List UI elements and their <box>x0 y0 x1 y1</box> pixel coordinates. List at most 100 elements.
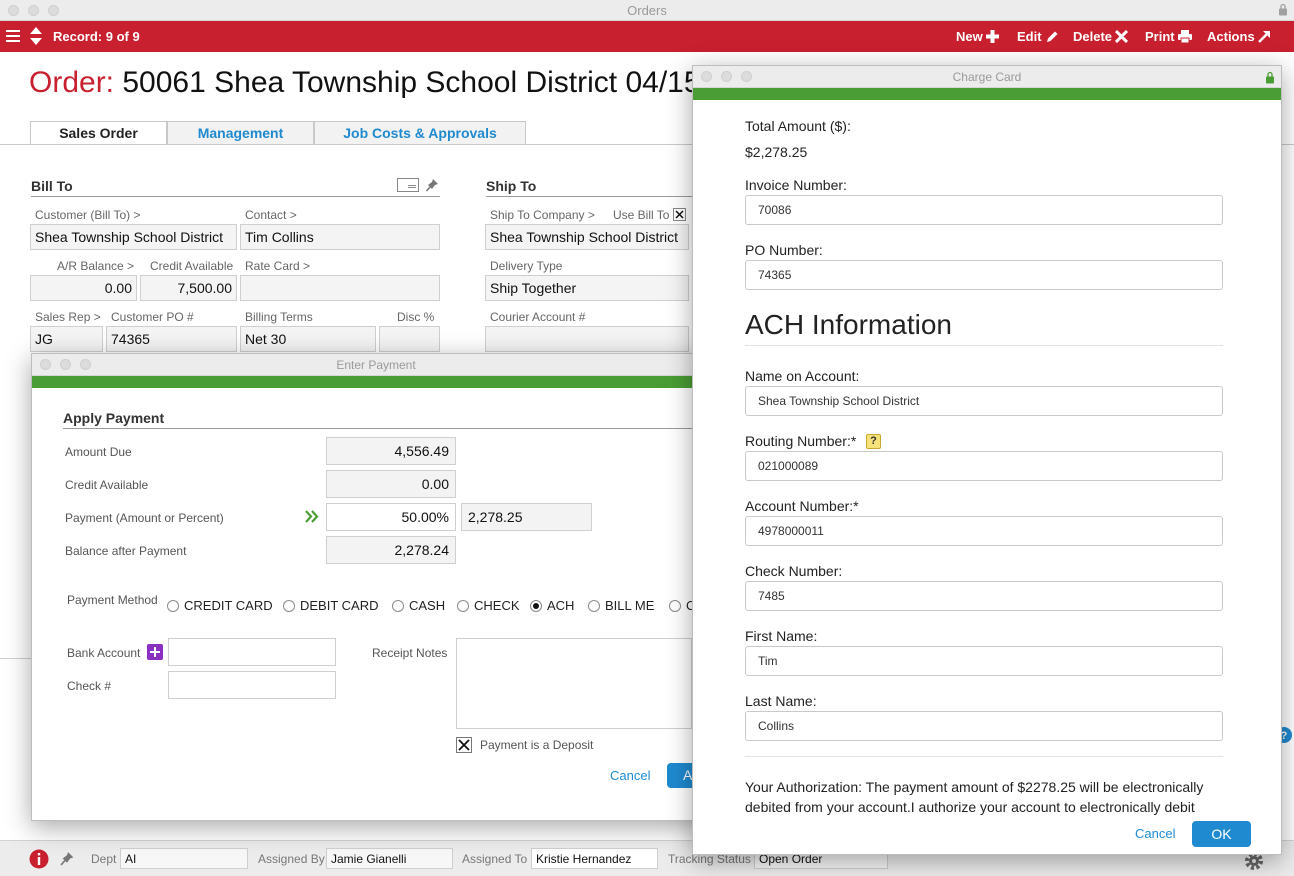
contact-label[interactable]: Contact > <box>245 208 297 222</box>
enter-payment-dialog: Enter Payment <box>31 353 721 821</box>
invoice-number-input[interactable]: 70086 <box>745 195 1223 225</box>
charge-card-accent-bar <box>693 88 1281 100</box>
method-credit-card-radio[interactable]: CREDIT CARD <box>167 598 273 613</box>
authorization-text-line-1: Your Authorization: The payment amount o… <box>745 779 1204 795</box>
pin-icon[interactable] <box>60 851 75 866</box>
actions-button[interactable]: Actions <box>1207 29 1271 44</box>
customer-label[interactable]: Customer (Bill To) > <box>35 208 141 222</box>
tracking-status-label: Tracking Status <box>668 852 751 866</box>
total-amount-label: Total Amount ($): <box>745 118 851 134</box>
deposit-checkbox[interactable] <box>456 737 472 753</box>
ship-to-company-label[interactable]: Ship To Company > <box>490 208 595 222</box>
assigned-by-field[interactable]: Jamie Gianelli <box>326 848 453 869</box>
print-button[interactable]: Print <box>1145 29 1192 44</box>
ship-to-divider <box>486 196 692 197</box>
method-check-radio[interactable]: CHECK <box>457 598 520 613</box>
radio-label: CHECK <box>474 598 520 613</box>
routing-help-icon[interactable]: ? <box>866 434 881 449</box>
customer-po-label: Customer PO # <box>111 310 194 324</box>
double-chevron-right-icon[interactable] <box>305 510 319 523</box>
charge-card-cancel-button[interactable]: Cancel <box>1135 826 1176 841</box>
charge-card-ok-button[interactable]: OK <box>1192 821 1251 847</box>
gear-icon[interactable] <box>1243 850 1265 872</box>
courier-account-label: Courier Account # <box>490 310 586 324</box>
enter-payment-minimize-button[interactable] <box>60 359 71 370</box>
disc-field[interactable] <box>379 326 440 352</box>
tab-management[interactable]: Management <box>167 121 314 145</box>
rate-card-label[interactable]: Rate Card > <box>245 259 311 273</box>
invoice-number-label: Invoice Number: <box>745 177 847 193</box>
payment-percent-input[interactable]: 50.00% <box>326 503 456 531</box>
enter-payment-close-button[interactable] <box>40 359 51 370</box>
enter-payment-title: Enter Payment <box>336 358 416 372</box>
ship-to-heading: Ship To <box>486 178 537 194</box>
ship-to-company-field[interactable]: Shea Township School District <box>485 224 689 250</box>
close-window-button[interactable] <box>8 5 19 16</box>
delivery-type-field[interactable]: Ship Together <box>485 275 689 301</box>
sales-rep-field[interactable]: JG <box>30 326 103 352</box>
radio-circle <box>167 599 179 612</box>
customer-field[interactable]: Shea Township School District <box>30 224 237 250</box>
account-number-input[interactable]: 4978000011 <box>745 516 1223 546</box>
tab-sales-order[interactable]: Sales Order <box>30 121 167 145</box>
dept-field[interactable]: AI <box>120 848 248 869</box>
hamburger-menu-icon[interactable] <box>6 29 20 43</box>
enter-payment-zoom-button[interactable] <box>80 359 91 370</box>
method-cash-radio[interactable]: CASH <box>392 598 445 613</box>
first-name-input[interactable]: Tim <box>745 646 1223 676</box>
check-number-input[interactable] <box>168 671 336 699</box>
ach-check-number-input[interactable]: 7485 <box>745 581 1223 611</box>
minimize-window-button[interactable] <box>28 5 39 16</box>
courier-account-field[interactable] <box>485 326 689 352</box>
receipt-notes-label: Receipt Notes <box>372 646 448 660</box>
apply-payment-divider <box>63 428 692 429</box>
radio-label: CREDIT CARD <box>184 598 273 613</box>
zoom-window-button[interactable] <box>48 5 59 16</box>
ar-balance-label[interactable]: A/R Balance > <box>57 259 135 273</box>
routing-number-input[interactable]: 021000089 <box>745 451 1223 481</box>
receipt-notes-textarea[interactable] <box>456 638 692 729</box>
record-navigation-arrows-icon[interactable] <box>29 26 43 46</box>
envelope-card-icon[interactable] <box>397 178 419 192</box>
use-bill-to-label: Use Bill To <box>613 208 670 222</box>
bill-to-divider <box>31 196 440 197</box>
contact-field[interactable]: Tim Collins <box>240 224 440 250</box>
info-alert-icon[interactable] <box>29 849 49 869</box>
window-title: Orders <box>627 3 667 18</box>
billing-terms-label: Billing Terms <box>245 310 313 324</box>
bill-to-heading: Bill To <box>31 178 73 194</box>
edit-button[interactable]: Edit <box>1017 29 1059 44</box>
delete-button[interactable]: Delete <box>1073 29 1129 44</box>
new-button[interactable]: New <box>956 29 999 44</box>
charge-card-zoom-button[interactable] <box>741 71 752 82</box>
last-name-input[interactable]: Collins <box>745 711 1223 741</box>
plus-icon <box>985 30 999 43</box>
enter-payment-cancel-button[interactable]: Cancel <box>610 768 651 783</box>
method-bill-me-radio[interactable]: BILL ME <box>588 598 654 613</box>
customer-po-field[interactable]: 74365 <box>106 326 237 352</box>
radio-circle <box>457 599 469 612</box>
charge-card-minimize-button[interactable] <box>721 71 732 82</box>
add-bank-account-icon[interactable] <box>147 644 163 660</box>
assigned-to-field[interactable]: Kristie Hernandez <box>531 848 658 869</box>
billing-terms-field[interactable]: Net 30 <box>240 326 376 352</box>
method-other-radio[interactable]: C <box>669 598 695 613</box>
new-button-label: New <box>956 29 983 44</box>
po-number-input[interactable]: 74365 <box>745 260 1223 290</box>
pin-icon[interactable] <box>426 178 439 192</box>
routing-number-label: Routing Number:* <box>745 433 857 449</box>
bank-account-input[interactable] <box>168 638 336 666</box>
use-bill-to-checkbox[interactable] <box>673 208 686 221</box>
name-on-account-input[interactable]: Shea Township School District <box>745 386 1223 416</box>
tab-job-costs-approvals[interactable]: Job Costs & Approvals <box>314 121 526 145</box>
amount-due-label: Amount Due <box>65 445 132 459</box>
po-number-label: PO Number: <box>745 242 823 258</box>
method-debit-card-radio[interactable]: DEBIT CARD <box>283 598 379 613</box>
edit-button-label: Edit <box>1017 29 1042 44</box>
rate-card-field[interactable] <box>240 275 440 301</box>
lock-icon <box>1279 3 1287 16</box>
method-ach-radio[interactable]: ACH <box>530 598 574 613</box>
charge-card-close-button[interactable] <box>701 71 712 82</box>
order-label: Order: <box>29 66 115 99</box>
sales-rep-label[interactable]: Sales Rep > <box>35 310 101 324</box>
